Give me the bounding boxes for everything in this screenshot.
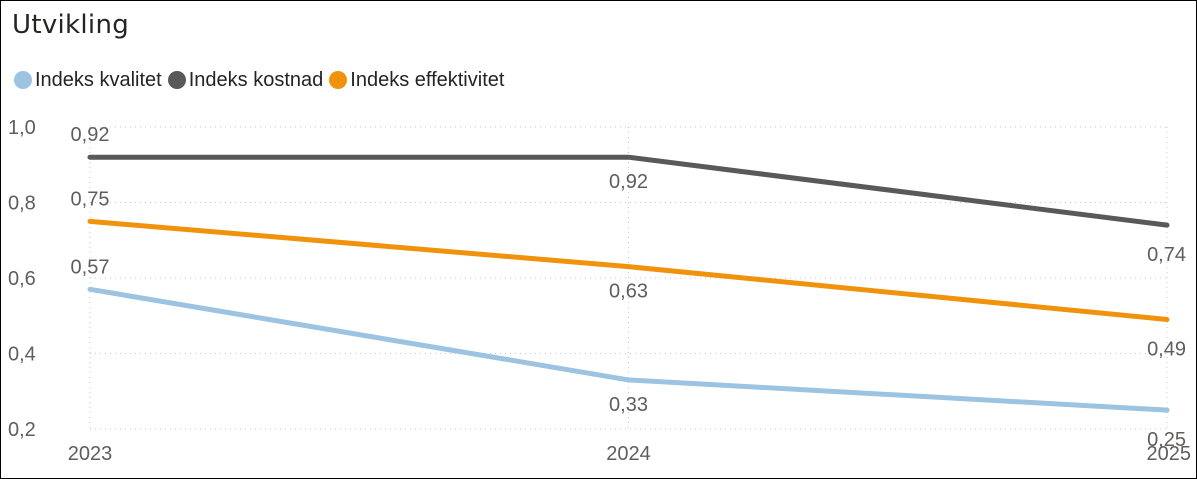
data-label: 0,74 <box>1147 244 1186 266</box>
legend-label-kvalitet: Indeks kvalitet <box>35 68 162 91</box>
series-line-2 <box>87 218 1170 323</box>
legend: Indeks kvalitet Indeks kostnad Indeks ef… <box>14 66 510 94</box>
data-label: 0,92 <box>71 124 110 146</box>
y-tick-label: 0,4 <box>8 344 36 366</box>
data-label: 0,92 <box>609 171 648 193</box>
y-tick-label: 0,2 <box>8 419 36 441</box>
x-tick-label: 2023 <box>68 443 113 465</box>
legend-marker-kostnad <box>167 71 186 89</box>
legend-label-effektivitet: Indeks effektivitet <box>350 68 505 91</box>
legend-label-kostnad: Indeks kostnad <box>188 68 324 91</box>
data-label: 0,63 <box>609 281 648 303</box>
legend-marker-kvalitet <box>14 71 32 89</box>
data-label: 0,49 <box>1147 339 1186 361</box>
chart-title: Utvikling <box>12 10 130 40</box>
data-label: 0,25 <box>1147 429 1186 451</box>
series-line-1 <box>87 154 1170 228</box>
legend-item-kvalitet[interactable]: Indeks kvalitet <box>14 69 162 92</box>
series-line-0 <box>87 286 1170 413</box>
y-tick-label: 0,8 <box>8 193 36 215</box>
data-label: 0,33 <box>609 394 648 416</box>
x-tick-label: 2025 <box>1147 443 1192 465</box>
data-label: 0,57 <box>71 256 110 278</box>
x-tick-label: 2024 <box>606 443 651 465</box>
data-label: 0,75 <box>71 188 110 210</box>
legend-marker-effektivitet <box>329 71 348 89</box>
y-tick-label: 1,0 <box>8 117 36 139</box>
legend-item-kostnad[interactable]: Indeks kostnad <box>167 68 324 92</box>
y-tick-label: 0,6 <box>8 268 36 290</box>
legend-item-effektivitet[interactable]: Indeks effektivitet <box>329 69 504 92</box>
